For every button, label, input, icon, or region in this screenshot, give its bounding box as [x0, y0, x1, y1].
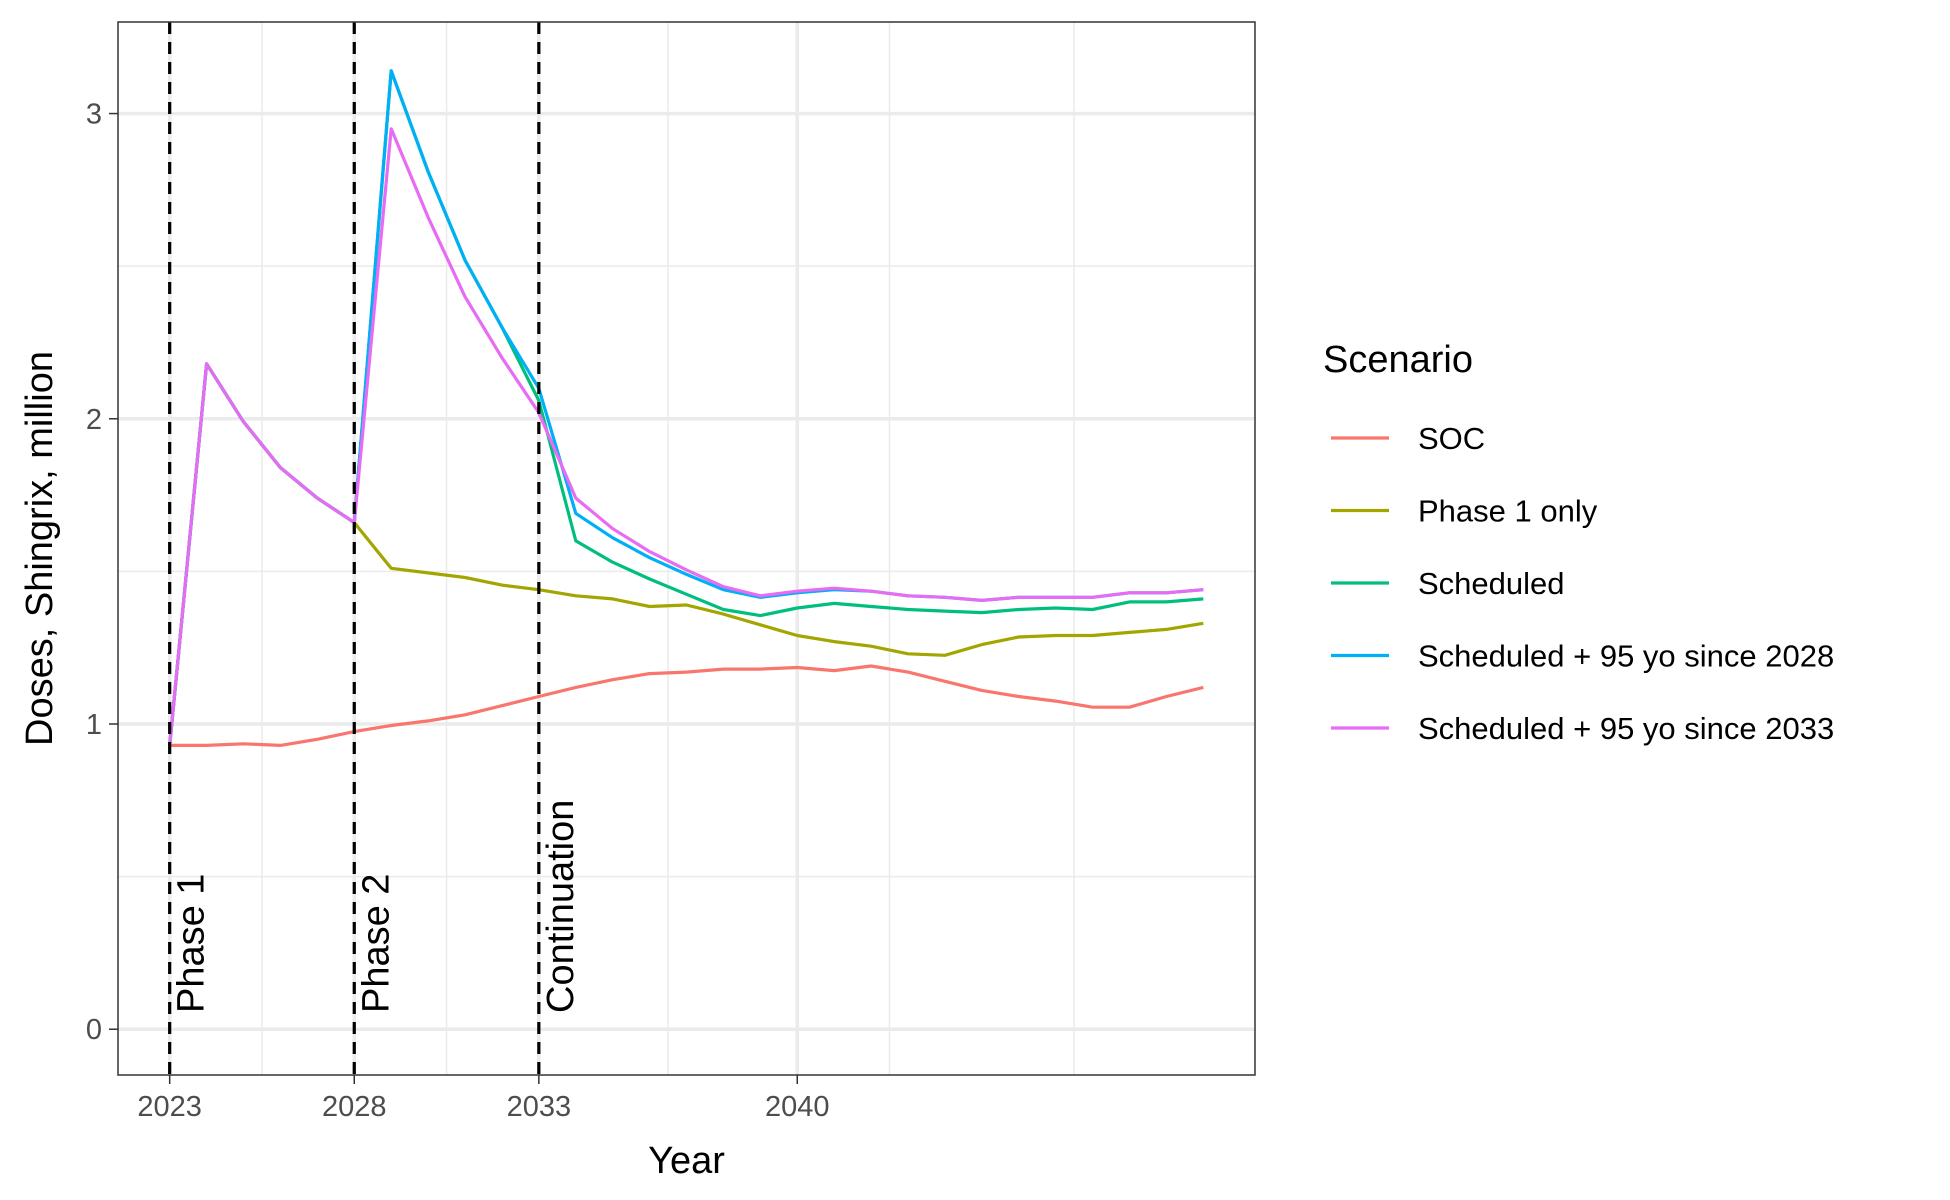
legend: Scenario SOC Phase 1 only Scheduled Schedul… — [1323, 339, 1834, 746]
x-axis-title: Year — [648, 1140, 725, 1182]
series-line — [168, 127, 1204, 746]
vline-label: Phase 1 — [171, 874, 213, 1013]
legend-label: SOC — [1418, 421, 1485, 456]
legend-label: Scheduled — [1418, 566, 1565, 601]
vline-label: Phase 2 — [355, 874, 397, 1013]
y-tick-label: 2 — [86, 404, 102, 436]
legend-label: Scheduled + 95 yo since 2028 — [1418, 639, 1834, 674]
series-line — [169, 664, 1204, 748]
legend-title: Scenario — [1323, 339, 1473, 381]
x-tick-label: 2033 — [507, 1091, 572, 1123]
y-tick-label: 1 — [86, 709, 102, 741]
series-layer — [168, 69, 1204, 748]
y-tick-label: 0 — [86, 1014, 102, 1046]
vline-layer: Phase 1 Phase 2 Continuation — [168, 22, 582, 1075]
panel-border — [117, 21, 1256, 1076]
y-tick-label: 3 — [86, 99, 102, 131]
x-tick-label: 2028 — [322, 1091, 387, 1123]
x-tick-label: 2023 — [137, 1091, 202, 1123]
y-axis-title: Doses, Shingrix, million — [19, 351, 61, 746]
legend-label: Scheduled + 95 yo since 2033 — [1418, 711, 1834, 746]
axes: 0 1 2 3 2023 2028 2033 2040 — [86, 99, 830, 1123]
legend-label: Phase 1 only — [1418, 494, 1598, 529]
vline-label: Continuation — [540, 800, 582, 1013]
x-tick-label: 2040 — [765, 1091, 830, 1123]
